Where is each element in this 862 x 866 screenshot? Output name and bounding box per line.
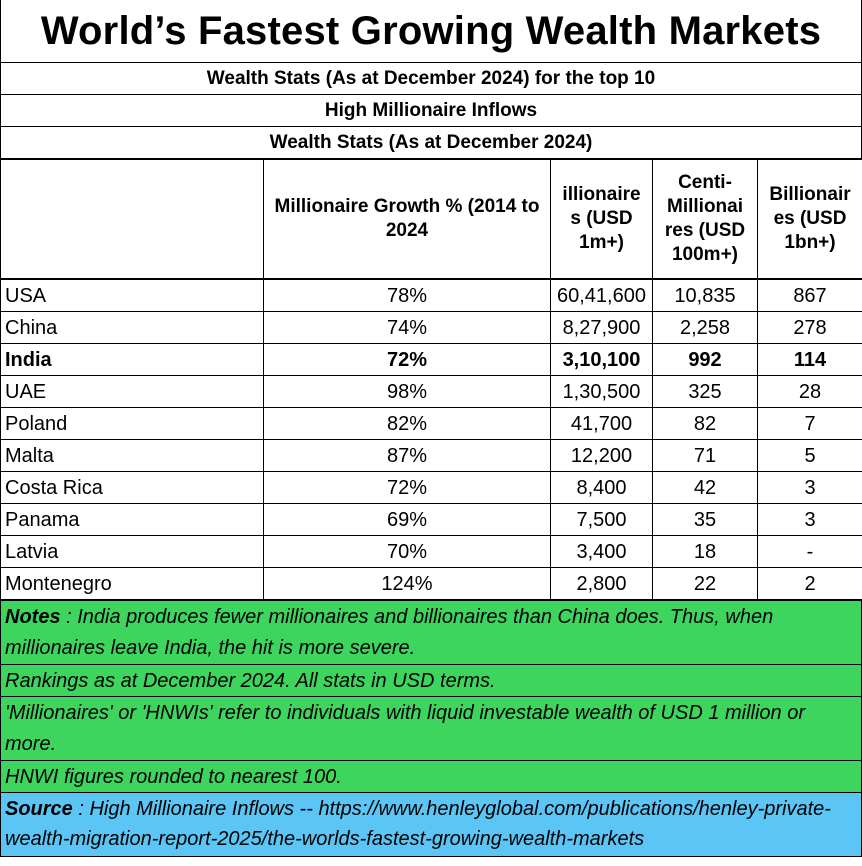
source-label: Source — [5, 798, 73, 820]
cell-country: Latvia — [0, 535, 264, 568]
notes-label: Notes — [5, 606, 61, 628]
table-row: USA 78% 60,41,600 10,835 867 — [0, 278, 862, 312]
cell-country: USA — [0, 278, 264, 312]
cell-centi-millionaires: 992 — [652, 343, 758, 376]
subtitle-inflows: High Millionaire Inflows — [1, 95, 861, 127]
cell-growth: 124% — [263, 567, 551, 600]
cell-country: Costa Rica — [0, 471, 264, 504]
table-row: Poland 82% 41,700 82 7 — [0, 407, 862, 440]
cell-growth: 72% — [263, 343, 551, 376]
cell-country: China — [0, 311, 264, 344]
cell-centi-millionaires: 2,258 — [652, 311, 758, 344]
cell-billionaires: 867 — [757, 278, 862, 312]
cell-millionaires: 41,700 — [550, 407, 653, 440]
table-body: USA 78% 60,41,600 10,835 867 China 74% 8,27,900… — [0, 278, 862, 600]
subtitle-top10: Wealth Stats (As at December 2024) for t… — [1, 63, 861, 95]
table-row: UAE 98% 1,30,500 325 28 — [0, 375, 862, 408]
table-row: Panama 69% 7,500 35 3 — [0, 503, 862, 536]
table-row: Malta 87% 12,200 71 5 — [0, 439, 862, 472]
cell-billionaires: 3 — [757, 471, 862, 504]
cell-country: India — [0, 343, 264, 376]
cell-growth: 74% — [263, 311, 551, 344]
table-row: Costa Rica 72% 8,400 42 3 — [0, 471, 862, 504]
cell-growth: 78% — [263, 278, 551, 312]
cell-country: Malta — [0, 439, 264, 472]
source-note: Source : High Millionaire Inflows -- htt… — [0, 792, 862, 857]
cell-millionaires: 3,400 — [550, 535, 653, 568]
cell-millionaires: 2,800 — [550, 567, 653, 600]
cell-centi-millionaires: 42 — [652, 471, 758, 504]
page-title: World’s Fastest Growing Wealth Markets — [1, 0, 861, 63]
notes-block: Notes : India produces fewer millionaire… — [0, 600, 862, 857]
subtitle-wealth-stats: Wealth Stats (As at December 2024) — [1, 127, 861, 159]
cell-billionaires: 278 — [757, 311, 862, 344]
cell-centi-millionaires: 10,835 — [652, 278, 758, 312]
cell-billionaires: - — [757, 535, 862, 568]
cell-country: Panama — [0, 503, 264, 536]
table-row: Montenegro 124% 2,800 22 2 — [0, 567, 862, 600]
cell-billionaires: 5 — [757, 439, 862, 472]
notes-text: : India produces fewer millionaires and … — [5, 606, 774, 659]
wealth-table: Millionaire Growth % (2014 to 2024 illio… — [0, 159, 862, 600]
header-block: World’s Fastest Growing Wealth Markets W… — [0, 0, 862, 159]
cell-billionaires: 114 — [757, 343, 862, 376]
cell-centi-millionaires: 18 — [652, 535, 758, 568]
cell-millionaires: 8,27,900 — [550, 311, 653, 344]
cell-growth: 87% — [263, 439, 551, 472]
cell-millionaires: 7,500 — [550, 503, 653, 536]
cell-centi-millionaires: 35 — [652, 503, 758, 536]
cell-growth: 72% — [263, 471, 551, 504]
cell-millionaires: 8,400 — [550, 471, 653, 504]
cell-country: UAE — [0, 375, 264, 408]
column-header-millionaires: illionaire s (USD 1m+) — [550, 159, 653, 280]
table-header-row: Millionaire Growth % (2014 to 2024 illio… — [0, 159, 862, 280]
cell-billionaires: 7 — [757, 407, 862, 440]
source-text: : High Millionaire Inflows -- https://ww… — [5, 798, 831, 850]
note-definition: 'Millionaires' or 'HNWIs' refer to indiv… — [0, 696, 862, 760]
cell-centi-millionaires: 71 — [652, 439, 758, 472]
column-header-centi-millionaires: Centi-Millionai res (USD 100m+) — [652, 159, 758, 280]
cell-growth: 69% — [263, 503, 551, 536]
column-header-billionaires: Billionair es (USD 1bn+) — [757, 159, 862, 280]
cell-growth: 98% — [263, 375, 551, 408]
cell-billionaires: 3 — [757, 503, 862, 536]
cell-millionaires: 1,30,500 — [550, 375, 653, 408]
note-rounding: HNWI figures rounded to nearest 100. — [0, 760, 862, 792]
cell-millionaires: 60,41,600 — [550, 278, 653, 312]
column-header-growth: Millionaire Growth % (2014 to 2024 — [263, 159, 551, 280]
table-row: China 74% 8,27,900 2,258 278 — [0, 311, 862, 344]
cell-growth: 70% — [263, 535, 551, 568]
cell-centi-millionaires: 82 — [652, 407, 758, 440]
cell-centi-millionaires: 22 — [652, 567, 758, 600]
cell-centi-millionaires: 325 — [652, 375, 758, 408]
cell-millionaires: 3,10,100 — [550, 343, 653, 376]
cell-country: Poland — [0, 407, 264, 440]
cell-growth: 82% — [263, 407, 551, 440]
cell-billionaires: 28 — [757, 375, 862, 408]
cell-millionaires: 12,200 — [550, 439, 653, 472]
cell-country: Montenegro — [0, 567, 264, 600]
table-row: Latvia 70% 3,400 18- — [0, 535, 862, 568]
note-india: Notes : India produces fewer millionaire… — [0, 600, 862, 664]
note-rankings: Rankings as at December 2024. All stats … — [0, 664, 862, 696]
table-row: India 72% 3,10,100 992 114 — [0, 343, 862, 376]
cell-billionaires: 2 — [757, 567, 862, 600]
column-header-country — [0, 159, 264, 280]
